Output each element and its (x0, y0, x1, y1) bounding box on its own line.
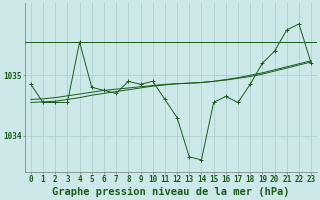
X-axis label: Graphe pression niveau de la mer (hPa): Graphe pression niveau de la mer (hPa) (52, 187, 290, 197)
